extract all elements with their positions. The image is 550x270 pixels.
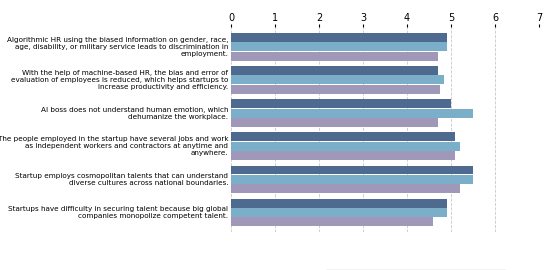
Bar [231, 109, 473, 117]
Bar [231, 166, 473, 174]
Bar [231, 33, 447, 42]
Bar [231, 175, 473, 184]
Bar [231, 66, 438, 75]
Bar [231, 132, 455, 141]
Bar [231, 208, 447, 217]
Bar [231, 142, 460, 151]
Bar [231, 42, 447, 51]
Bar [231, 151, 455, 160]
Bar [231, 217, 433, 226]
Bar [231, 199, 447, 208]
Bar [231, 85, 440, 94]
Bar [231, 76, 444, 85]
Bar [231, 184, 460, 193]
Bar [231, 52, 438, 60]
Bar [231, 118, 438, 127]
Bar [231, 99, 451, 108]
